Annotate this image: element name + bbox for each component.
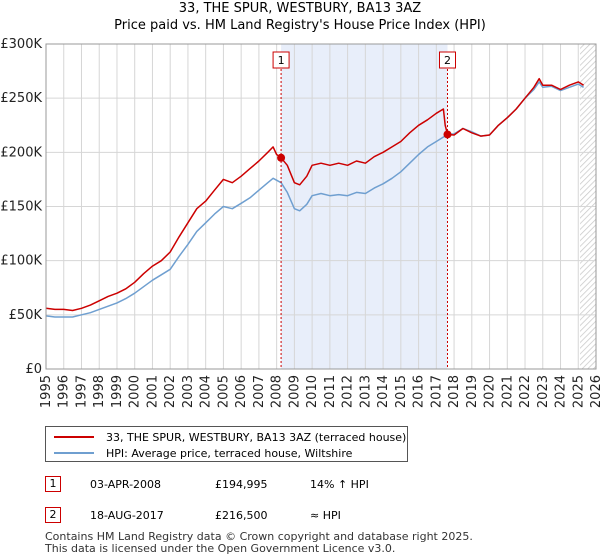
x-tick-label: 2012 (341, 375, 356, 408)
y-tick-label: £150K (0, 200, 42, 215)
x-tick-label: 2007 (252, 375, 267, 408)
transaction-marker-badge: 1 (45, 476, 61, 492)
marker-badge-label: 1 (278, 54, 285, 67)
x-tick-label: 2026 (589, 375, 600, 408)
chart-title: 33, THE SPUR, WESTBURY, BA13 3AZ Price p… (0, 0, 600, 34)
x-tick-label: 2020 (483, 375, 498, 408)
y-tick-label: £100K (0, 254, 42, 269)
transaction-date: 03-APR-2008 (90, 478, 162, 491)
x-tick-label: 2017 (429, 375, 444, 408)
footer-line-1: Contains HM Land Registry data © Crown c… (45, 530, 473, 543)
plot-frame (45, 43, 597, 370)
x-tick-label: 2018 (447, 375, 462, 408)
x-tick-label: 2008 (270, 375, 285, 408)
legend-entry-property: 33, THE SPUR, WESTBURY, BA13 3AZ (terrac… (54, 429, 406, 445)
legend-property-swatch (54, 436, 94, 438)
x-tick-label: 1998 (92, 375, 107, 408)
x-tick-label: 1997 (74, 375, 89, 408)
chart-legend: 33, THE SPUR, WESTBURY, BA13 3AZ (terrac… (45, 426, 408, 462)
x-tick-label: 2000 (128, 375, 143, 408)
x-tick-label: 2004 (199, 375, 214, 408)
chart-title-line-1: 33, THE SPUR, WESTBURY, BA13 3AZ (178, 1, 422, 16)
x-tick-label: 1995 (39, 375, 54, 408)
marker-badge (439, 51, 456, 69)
x-tick-label: 2016 (412, 375, 427, 408)
footer-attribution: Contains HM Land Registry data © Crown c… (45, 531, 473, 555)
x-tick-label: 2005 (216, 375, 231, 408)
transaction-hpi-compare: 14% ↑ HPI (310, 478, 369, 491)
legend-hpi-label: HPI: Average price, terraced house, Wilt… (106, 446, 353, 460)
transaction-price: £194,995 (215, 478, 268, 491)
property-price-line (45, 77, 584, 312)
x-tick-label: 2011 (323, 375, 338, 408)
sale-point (443, 130, 452, 139)
marker-badge-label: 2 (444, 54, 451, 67)
y-tick-label: £200K (0, 145, 42, 160)
x-tick-label: 2010 (305, 375, 320, 408)
y-tick-label: £0 (25, 362, 42, 377)
x-tick-label: 2019 (465, 375, 480, 408)
x-tick-label: 2022 (518, 375, 533, 408)
transaction-hpi-compare: ≈ HPI (310, 509, 341, 522)
transaction-date: 18-AUG-2017 (90, 509, 164, 522)
transaction-marker-badge: 2 (45, 507, 61, 523)
legend-entry-hpi: HPI: Average price, terraced house, Wilt… (54, 445, 352, 461)
y-tick-label: £50K (9, 308, 43, 323)
y-tick-label: £300K (0, 37, 42, 52)
x-tick-label: 2001 (145, 375, 160, 408)
x-tick-label: 2021 (500, 375, 515, 408)
legend-property-label: 33, THE SPUR, WESTBURY, BA13 3AZ (terrac… (106, 430, 407, 444)
x-tick-label: 2009 (287, 375, 302, 408)
x-tick-label: 2025 (571, 375, 586, 408)
x-tick-label: 2002 (163, 375, 178, 408)
chart-title-line-2: Price paid vs. HM Land Registry's House … (114, 18, 486, 33)
x-tick-label: 2015 (394, 375, 409, 408)
x-tick-label: 2024 (554, 375, 569, 408)
x-tick-label: 2023 (536, 375, 551, 408)
sale-point (277, 153, 286, 162)
x-tick-label: 1996 (57, 375, 72, 408)
x-tick-label: 2006 (234, 375, 249, 408)
transaction-price: £216,500 (215, 509, 268, 522)
y-tick-label: £250K (0, 91, 42, 106)
x-tick-label: 2014 (376, 375, 391, 408)
x-tick-label: 1999 (110, 375, 125, 408)
legend-hpi-swatch (54, 452, 94, 454)
x-tick-label: 2003 (181, 375, 196, 408)
footer-line-2: This data is licensed under the Open Gov… (45, 542, 396, 555)
marker-badge (272, 51, 290, 69)
x-tick-label: 2013 (358, 375, 373, 408)
